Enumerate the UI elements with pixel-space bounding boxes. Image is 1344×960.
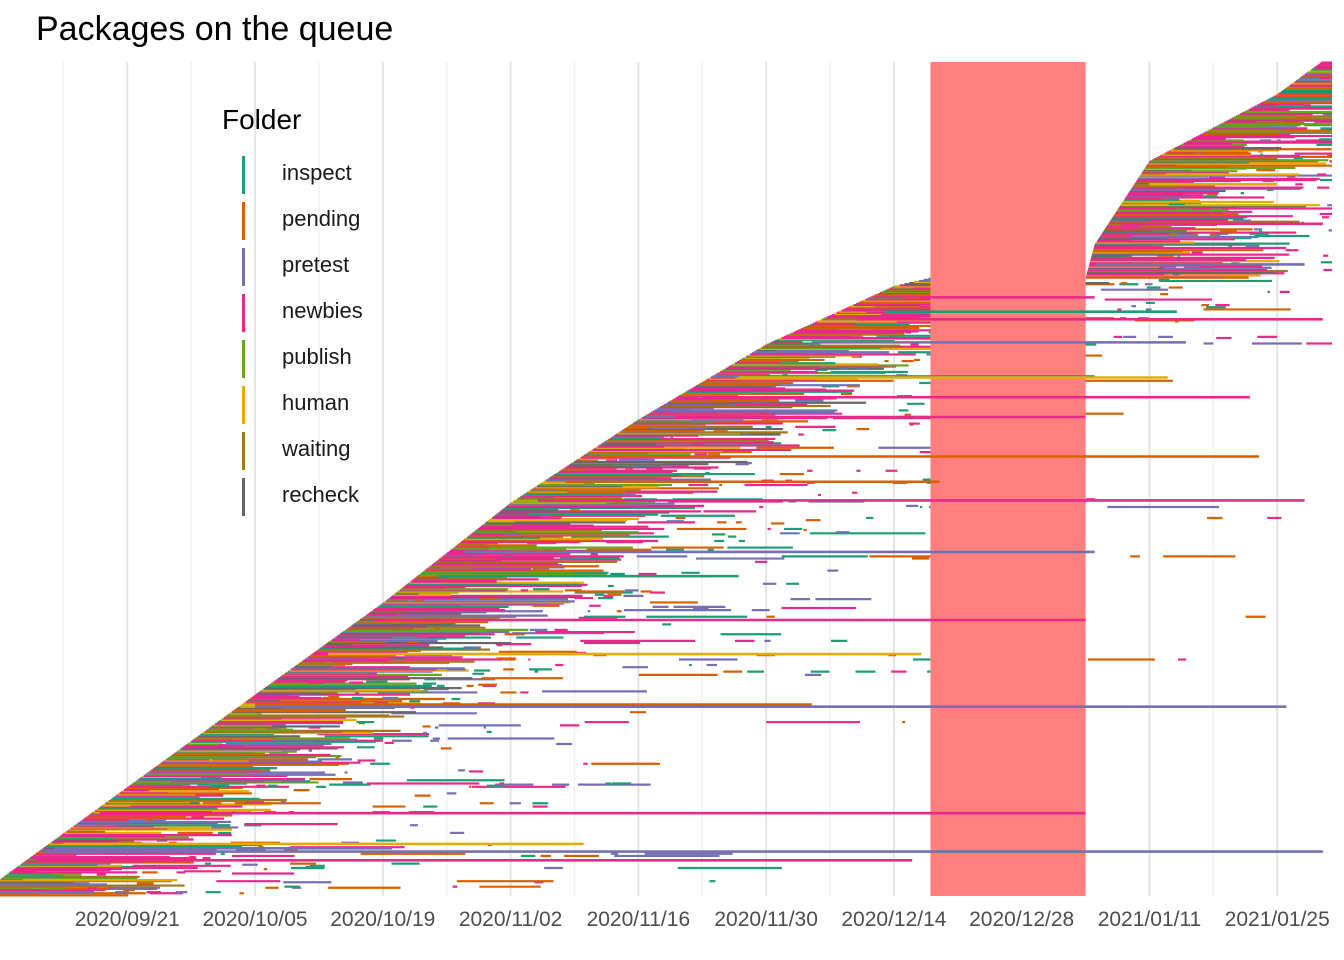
x-tick-label: 2020/12/14 <box>841 908 946 931</box>
legend-key <box>242 294 245 332</box>
chart-title: Packages on the queue <box>36 10 394 48</box>
legend-key <box>242 202 245 240</box>
legend: Folder inspect pending pretest newbies publi… <box>222 104 402 522</box>
x-tick-label: 2020/10/05 <box>202 908 307 931</box>
legend-key <box>242 432 245 470</box>
legend-key <box>242 386 245 424</box>
legend-label: pretest <box>282 252 350 277</box>
legend-key <box>242 478 245 516</box>
x-tick-label: 2020/11/30 <box>714 908 818 931</box>
legend-label: newbies <box>282 298 363 323</box>
highlight-period <box>930 62 1086 896</box>
legend-label: inspect <box>282 160 352 185</box>
package-segments <box>0 61 1332 897</box>
x-tick-label: 2020/11/16 <box>587 908 691 931</box>
legend-label: publish <box>282 344 352 369</box>
legend-items: inspect pending pretest newbies publish human… <box>222 154 402 522</box>
legend-label: human <box>282 390 350 415</box>
legend-key <box>242 248 245 286</box>
legend-key <box>242 156 245 194</box>
legend-item: pretest <box>222 246 402 292</box>
x-tick-label: 2020/10/19 <box>330 908 435 931</box>
legend-key <box>242 340 245 378</box>
x-tick-label: 2021/01/11 <box>1098 908 1202 931</box>
x-tick-label: 2020/11/02 <box>459 908 563 931</box>
legend-item: inspect <box>222 154 402 200</box>
legend-label: pending <box>282 206 361 231</box>
x-tick-label: 2020/09/21 <box>75 908 180 931</box>
legend-item: newbies <box>222 292 402 338</box>
legend-label: recheck <box>282 482 360 507</box>
x-tick-label: 2020/12/28 <box>969 908 1074 931</box>
legend-item: recheck <box>222 476 402 522</box>
legend-item: pending <box>222 200 402 246</box>
legend-label: waiting <box>282 436 351 461</box>
legend-item: waiting <box>222 430 402 476</box>
legend-title: Folder <box>222 104 302 135</box>
x-tick-label: 2021/01/25 <box>1225 908 1330 931</box>
legend-item: human <box>222 384 402 430</box>
legend-item: publish <box>222 338 402 384</box>
